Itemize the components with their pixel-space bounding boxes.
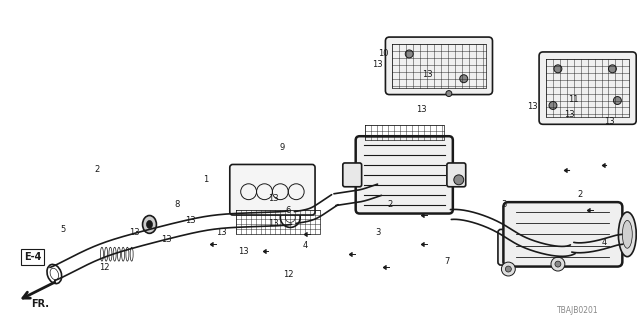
FancyBboxPatch shape — [230, 164, 315, 215]
Text: E-4: E-4 — [24, 252, 41, 262]
Text: 2: 2 — [94, 165, 99, 174]
Circle shape — [549, 101, 557, 109]
FancyBboxPatch shape — [343, 163, 362, 187]
Text: 13: 13 — [372, 60, 383, 69]
Text: 9: 9 — [279, 143, 285, 152]
FancyBboxPatch shape — [447, 163, 466, 187]
Circle shape — [566, 230, 584, 248]
Text: 8: 8 — [175, 200, 180, 209]
FancyBboxPatch shape — [385, 37, 493, 95]
Ellipse shape — [622, 220, 632, 248]
Text: 4: 4 — [303, 241, 308, 250]
Text: 13: 13 — [161, 235, 172, 244]
FancyBboxPatch shape — [504, 202, 622, 267]
Text: 13: 13 — [604, 117, 614, 126]
Circle shape — [501, 262, 515, 276]
Text: 2: 2 — [577, 190, 583, 199]
Text: 13: 13 — [527, 101, 538, 111]
Text: 11: 11 — [568, 95, 579, 104]
Text: 13: 13 — [216, 228, 227, 237]
Circle shape — [613, 97, 621, 105]
Text: 3: 3 — [376, 228, 381, 237]
Text: 12: 12 — [99, 263, 109, 272]
Text: 13: 13 — [564, 109, 575, 118]
Text: 7: 7 — [444, 257, 449, 266]
Text: 13: 13 — [239, 247, 249, 257]
Circle shape — [609, 65, 616, 73]
Circle shape — [551, 257, 565, 271]
Circle shape — [454, 175, 464, 185]
Text: 13: 13 — [422, 70, 433, 79]
Text: 3: 3 — [501, 200, 507, 209]
Text: 6: 6 — [285, 206, 291, 215]
Ellipse shape — [618, 212, 636, 257]
Text: 10: 10 — [378, 49, 388, 58]
Text: 13: 13 — [268, 194, 278, 203]
FancyBboxPatch shape — [539, 52, 636, 124]
Circle shape — [554, 65, 562, 73]
Ellipse shape — [143, 215, 156, 233]
Ellipse shape — [147, 220, 152, 228]
Text: 13: 13 — [129, 228, 140, 237]
Circle shape — [446, 91, 452, 97]
Text: TBAJB0201: TBAJB0201 — [557, 306, 598, 315]
Text: FR.: FR. — [31, 299, 49, 309]
Text: 13: 13 — [268, 219, 278, 228]
Circle shape — [555, 261, 561, 267]
Circle shape — [405, 50, 413, 58]
FancyBboxPatch shape — [498, 229, 559, 265]
Text: 2: 2 — [387, 200, 392, 209]
Circle shape — [571, 235, 579, 243]
Circle shape — [460, 75, 468, 83]
FancyBboxPatch shape — [356, 136, 453, 213]
Circle shape — [506, 266, 511, 272]
Text: 4: 4 — [602, 238, 607, 247]
Text: 13: 13 — [416, 105, 427, 114]
Text: 1: 1 — [203, 174, 209, 184]
Text: 13: 13 — [184, 216, 195, 225]
Text: 12: 12 — [283, 270, 294, 279]
Text: 5: 5 — [60, 225, 66, 234]
